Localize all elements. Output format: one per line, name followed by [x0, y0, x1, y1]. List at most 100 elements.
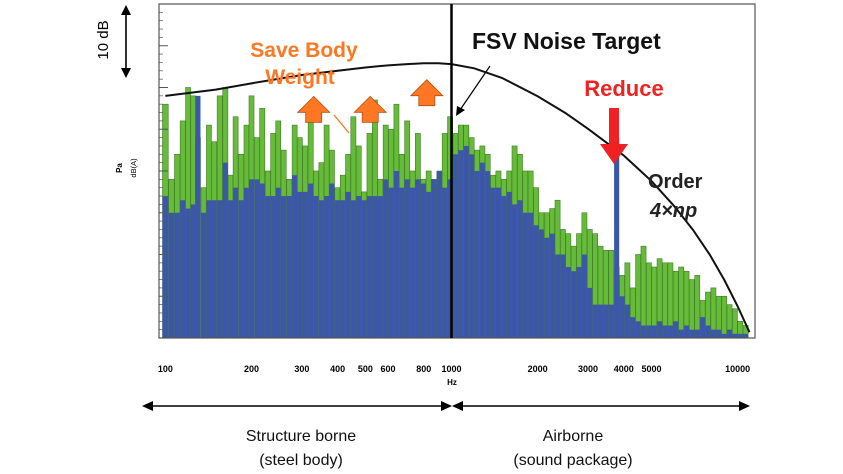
blue-bar: [555, 254, 561, 338]
blue-bar: [614, 137, 620, 338]
y-unit-label: Pa: [115, 163, 124, 173]
blue-bar: [683, 325, 690, 338]
blue-bar: [334, 200, 340, 338]
airborne-span: [452, 401, 750, 411]
blue-bar: [345, 191, 351, 339]
blue-bar: [190, 204, 196, 338]
blue-bar: [603, 304, 609, 338]
blue-bar: [426, 191, 432, 339]
scale-bar: 10 dB: [95, 5, 131, 78]
blue-bar: [200, 212, 207, 338]
scale-bar-label: 10 dB: [95, 20, 112, 59]
blue-bar: [528, 212, 534, 338]
blue-bar: [452, 154, 459, 338]
green-bar: [640, 245, 647, 339]
blue-bar: [726, 329, 733, 338]
blue-bar: [168, 212, 175, 338]
blue-bar: [700, 317, 706, 339]
save-body-weight-label-line2: Weight: [265, 66, 335, 89]
blue-bar: [265, 196, 271, 338]
blue-bar: [506, 191, 512, 339]
y-axis-ticks: [159, 3, 168, 339]
blue-bar: [366, 196, 373, 338]
structure-borne-span: [142, 401, 452, 411]
blue-bar: [340, 200, 346, 338]
target-pointer-arrowhead: [456, 106, 465, 116]
blue-bar: [254, 179, 260, 338]
blue-bar: [404, 179, 410, 338]
blue-bar: [399, 187, 405, 338]
blue-bar: [180, 200, 186, 338]
reduce-arrow: [600, 108, 628, 164]
blue-bar: [238, 200, 244, 338]
blue-bar: [308, 183, 314, 338]
blue-bar: [587, 287, 593, 338]
blue-bar: [544, 237, 550, 338]
order-expression: 4×np: [649, 200, 697, 222]
blue-bar: [372, 196, 378, 338]
blue-bar: [361, 200, 367, 338]
blue-bar: [410, 187, 416, 338]
x-tick-label: 600: [381, 364, 396, 374]
blue-bar: [743, 333, 749, 338]
blue-bar: [217, 200, 223, 338]
order-label: Order: [648, 171, 703, 193]
x-tick-label: 4000: [614, 364, 634, 374]
blue-bar: [619, 296, 625, 338]
blue-bar: [576, 267, 582, 338]
blue-bar: [211, 200, 217, 338]
blue-bar: [732, 333, 738, 338]
blue-bar: [324, 196, 330, 338]
blue-bar: [624, 304, 630, 338]
blue-bar: [393, 171, 399, 338]
blue-bar: [479, 162, 485, 338]
blue-bar: [673, 321, 679, 338]
x-axis-label: Hz: [447, 378, 457, 387]
blue-bar: [356, 196, 362, 338]
blue-bar: [705, 325, 711, 338]
blue-bar: [538, 229, 544, 338]
blue-bar: [286, 196, 292, 338]
blue-bar: [442, 187, 448, 338]
save-weight-up-arrow: [353, 95, 388, 123]
blue-bar: [377, 196, 383, 338]
blue-bar: [270, 196, 276, 338]
structure-borne-label: Structure borne: [246, 428, 356, 445]
blue-bar: [608, 304, 614, 338]
blue-bar: [565, 267, 571, 338]
blue-bar: [667, 325, 673, 338]
blue-bar: [710, 329, 716, 338]
blue-bar: [678, 329, 684, 338]
blue-bar: [651, 325, 657, 338]
blue-bar: [228, 200, 234, 338]
blue-bar: [313, 196, 319, 338]
blue-bar: [206, 200, 212, 338]
blue-bar: [469, 154, 475, 338]
green-bar: [721, 295, 727, 339]
x-tick-label: 5000: [641, 364, 661, 374]
blue-bar: [436, 171, 442, 338]
blue-bar: [318, 200, 324, 338]
blue-bar: [597, 304, 604, 338]
x-tick-label: 500: [358, 364, 373, 374]
blue-bar: [581, 254, 587, 338]
blue-bar: [243, 187, 249, 338]
noise-target-curve: [165, 62, 751, 333]
green-bar: [678, 266, 684, 339]
blue-bar: [474, 171, 480, 338]
airborne-sublabel: (sound package): [513, 452, 632, 469]
blue-bar: [162, 196, 169, 338]
blue-bar: [458, 150, 464, 339]
blue-bar: [195, 95, 201, 338]
blue-bar: [549, 233, 555, 339]
save-weight-pointer-line: [333, 114, 350, 134]
blue-bar: [292, 175, 298, 338]
reduce-label: Reduce: [584, 76, 663, 101]
x-tick-label: 800: [416, 364, 431, 374]
blue-bar: [512, 204, 518, 338]
blue-bar: [721, 333, 727, 338]
blue-bar: [630, 317, 636, 339]
blue-bar: [431, 179, 437, 338]
save-weight-up-arrow: [409, 79, 444, 107]
blue-bar: [302, 191, 308, 339]
